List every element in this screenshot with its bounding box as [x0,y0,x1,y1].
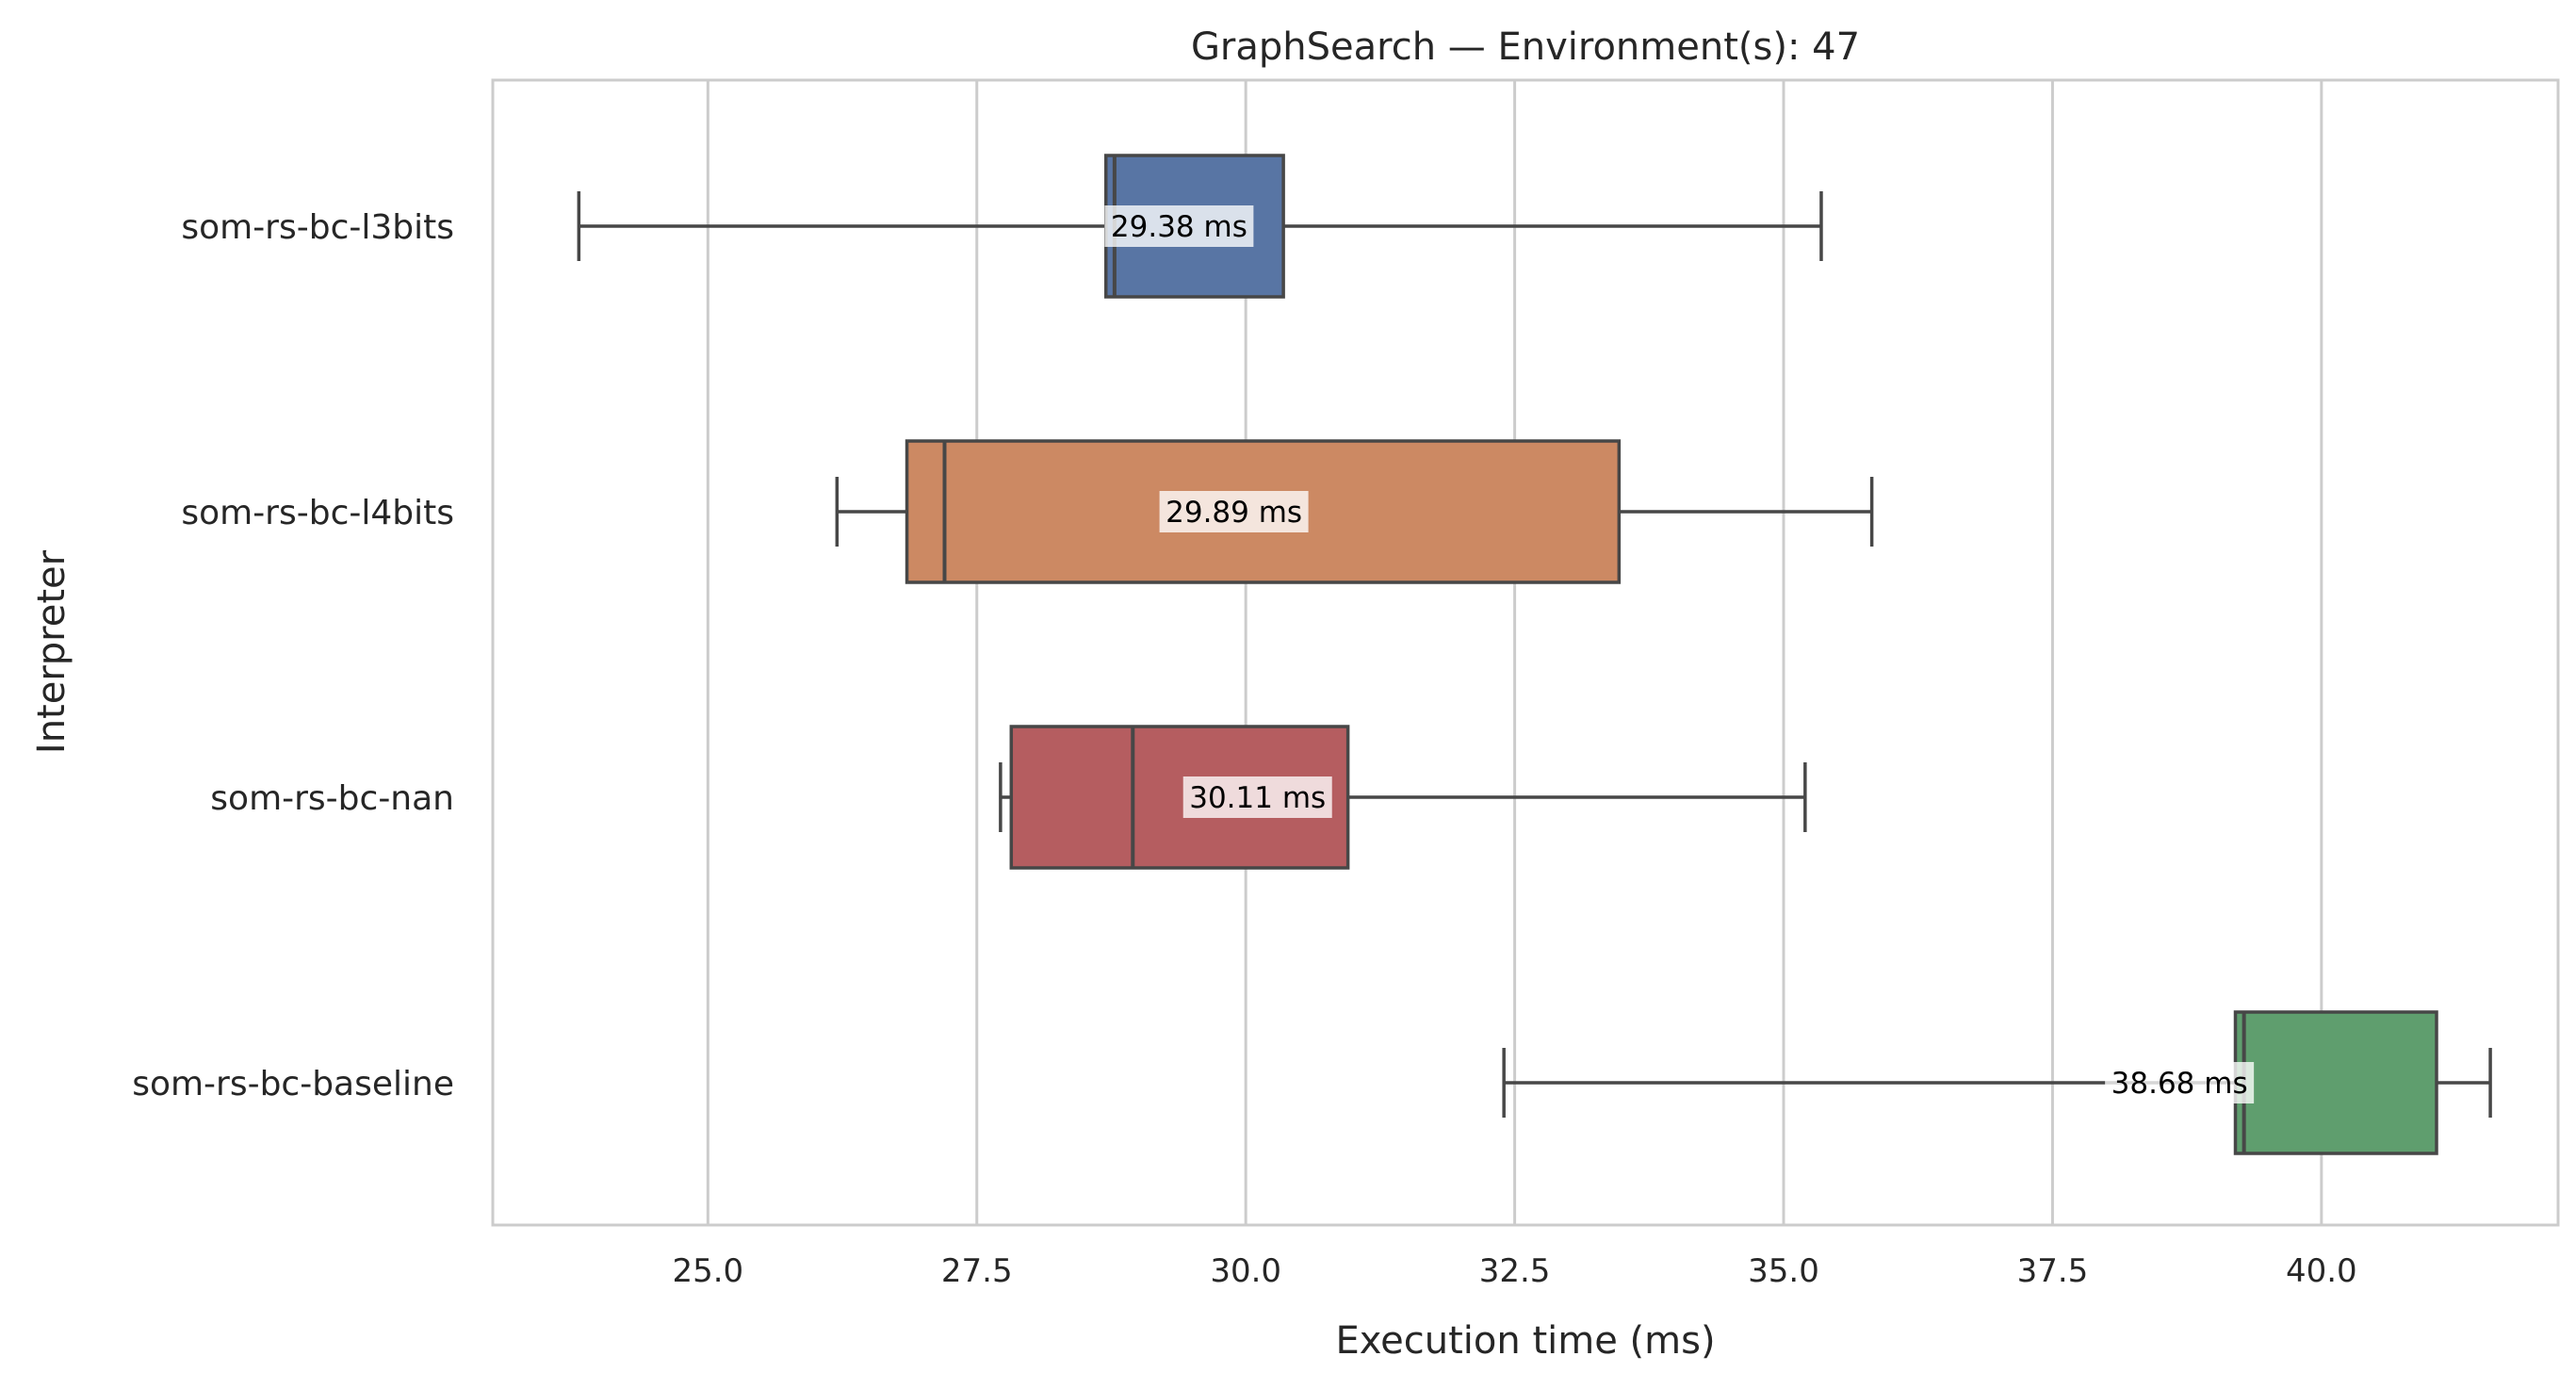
x-tick-label: 40.0 [2286,1252,2357,1290]
x-tick-label: 37.5 [2017,1252,2089,1290]
x-tick-label: 32.5 [1479,1252,1551,1290]
box-group-som-rs-bc-l3bits: 29.38 ms [577,154,1823,299]
x-axis-label: Execution time (ms) [1335,1319,1715,1363]
mean-label-background [2105,1062,2255,1103]
plot-frame [491,78,2560,1227]
box-group-som-rs-bc-baseline: 38.68 ms [1502,1010,2492,1155]
x-tick-label: 30.0 [1210,1252,1281,1290]
y-axis-label: Interpreter [30,549,73,754]
category-label: som-rs-bc-l4bits [181,494,454,532]
box-series: 29.38 ms 29.89 ms 30.11 ms 38.68 ms [577,154,2492,1155]
mean-label: 30.11 ms [1189,781,1326,815]
y-category-labels: som-rs-bc-l3bits som-rs-bc-l4bits som-rs-b… [132,208,454,1103]
mean-label: 29.38 ms [1111,210,1247,244]
x-tick-labels: 25.0 27.5 30.0 32.5 35.0 37.5 40.0 [672,1252,2356,1290]
x-tick-label: 27.5 [941,1252,1013,1290]
x-tick-label: 25.0 [672,1252,743,1290]
mean-label: 29.89 ms [1166,496,1302,530]
x-tick-label: 35.0 [1748,1252,1819,1290]
box-group-som-rs-bc-l4bits: 29.89 ms [835,439,1874,584]
mean-label: 38.68 ms [2111,1067,2248,1101]
box-group-som-rs-bc-nan: 30.11 ms [999,725,1807,870]
mean-label-background [1159,491,1309,532]
plot-area [493,80,2558,1225]
category-label: som-rs-bc-l3bits [181,208,454,247]
chart-title: GraphSearch — Environment(s): 47 [1191,25,1860,69]
mean-label-background [1182,776,1332,818]
category-label: som-rs-bc-baseline [132,1065,454,1103]
box-iqr [2233,1010,2438,1155]
category-label: som-rs-bc-nan [210,779,454,818]
mean-label-background [1104,205,1254,247]
